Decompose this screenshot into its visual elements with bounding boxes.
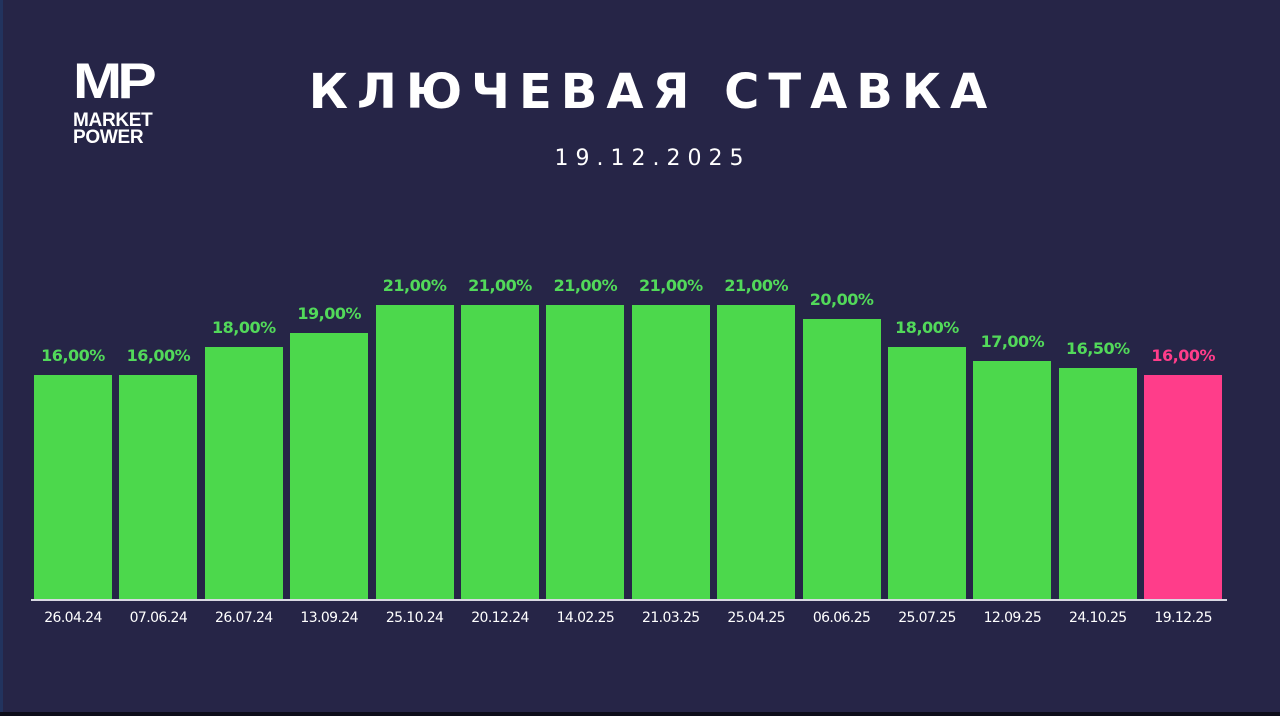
- bar-21.03.25: [631, 305, 710, 599]
- x-axis-tick-label: 07.06.24: [129, 610, 188, 626]
- bar-value-label: 17,00%: [980, 332, 1045, 351]
- bar-value-label: 21,00%: [382, 276, 447, 295]
- bar-value-label: 21,00%: [724, 276, 788, 295]
- bar-value-label: 16,00%: [41, 346, 105, 365]
- x-axis-tick-label: 25.07.25: [898, 610, 956, 626]
- bar-14.02.25: [546, 305, 625, 599]
- bottom-edge-strip: [0, 712, 1280, 716]
- bar-06.06.25: [802, 319, 881, 599]
- bar-20.12.24: [461, 305, 539, 599]
- bar-value-label: 18,00%: [895, 318, 959, 337]
- market-power-logo: MP MARKET POWER: [73, 56, 198, 148]
- x-axis-tick-label: 24.10.25: [1069, 610, 1127, 626]
- left-edge-strip: [0, 0, 3, 716]
- bar-value-label: 16,00%: [1151, 346, 1215, 365]
- bar-value-label: 21,00%: [468, 276, 532, 295]
- bar-13.09.24: [290, 333, 369, 599]
- bar-25.10.24: [375, 305, 454, 599]
- bar-value-label: 20,00%: [809, 290, 874, 309]
- bar-26.07.24: [204, 347, 283, 599]
- x-axis-line: [31, 599, 1227, 601]
- x-axis-tick-label: 20.12.24: [471, 610, 529, 626]
- logo-text-line2: POWER: [73, 127, 144, 148]
- bar-value-label: 21,00%: [553, 276, 618, 295]
- bar-19.12.25: [1144, 375, 1223, 599]
- x-axis-tick-label: 21.03.25: [642, 610, 700, 626]
- x-axis-tick-label: 06.06.25: [812, 610, 871, 626]
- logo-text-line1: MARKET: [73, 110, 153, 131]
- bar-value-label: 16,50%: [1065, 339, 1130, 358]
- x-axis-tick-label: 13.09.24: [300, 610, 358, 626]
- x-axis-tick-label: 14.02.25: [556, 610, 615, 626]
- bar-value-label: 18,00%: [211, 318, 276, 337]
- bar-value-label: 16,00%: [126, 346, 191, 365]
- chart-title: КЛЮЧЕВАЯ СТАВКА: [308, 64, 997, 120]
- bar-value-label: 19,00%: [297, 304, 361, 323]
- bar-24.10.25: [1058, 368, 1137, 599]
- bar-12.09.25: [973, 361, 1052, 599]
- x-axis-tick-label: 25.04.25: [727, 610, 785, 626]
- bar-07.06.24: [119, 375, 198, 599]
- logo-mark: MP: [73, 53, 157, 109]
- bar-25.04.25: [717, 305, 796, 599]
- bar-value-label: 21,00%: [638, 276, 703, 295]
- x-axis-tick-label: 26.07.24: [215, 610, 273, 626]
- x-axis-tick-label: 26.04.24: [44, 610, 102, 626]
- bar-26.04.24: [34, 375, 112, 599]
- bar-25.07.25: [888, 347, 966, 599]
- x-axis-tick-label: 19.12.25: [1154, 610, 1212, 626]
- chart-date: 19.12.2025: [554, 146, 751, 171]
- x-axis-tick-label: 12.09.25: [983, 610, 1042, 626]
- x-axis-tick-label: 25.10.24: [385, 610, 444, 626]
